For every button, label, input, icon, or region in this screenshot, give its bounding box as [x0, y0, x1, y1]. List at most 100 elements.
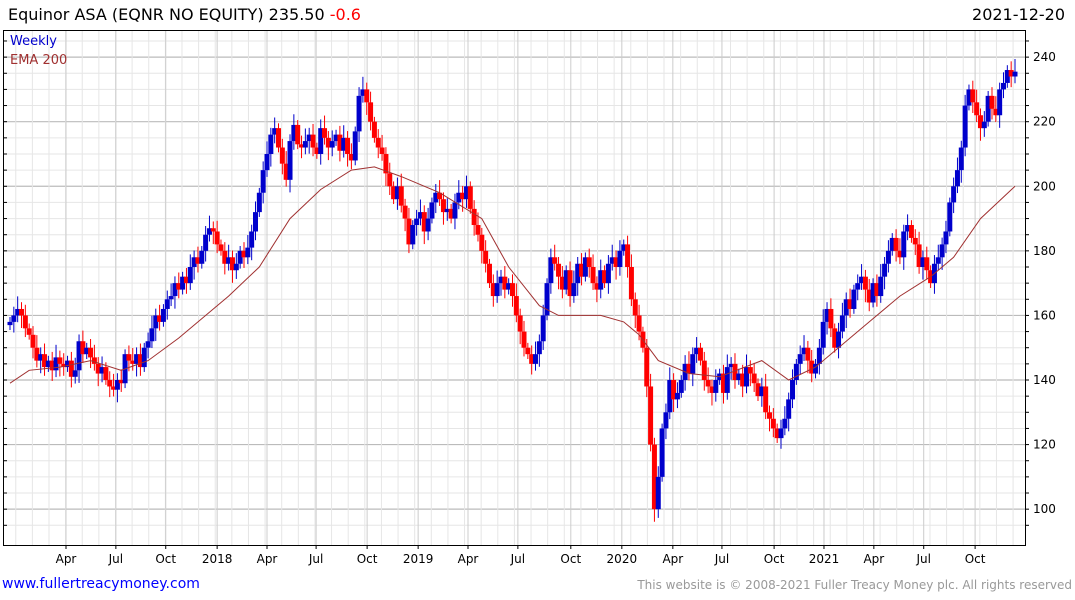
candle	[425, 207, 431, 241]
candle	[483, 240, 489, 273]
ema-200-line	[9, 166, 1016, 384]
candle-body	[636, 315, 642, 332]
candle	[820, 309, 826, 355]
candle	[839, 302, 845, 339]
candle-body	[809, 360, 815, 374]
candle	[137, 343, 143, 376]
candle-body	[651, 444, 657, 510]
candle-body	[786, 399, 792, 419]
candle-body	[901, 231, 907, 258]
y-tick-label: 120	[1033, 438, 1056, 452]
candle	[1000, 72, 1006, 99]
candle-body	[172, 283, 178, 297]
candle-body	[490, 283, 496, 297]
candle-body	[483, 250, 489, 264]
candle	[318, 119, 324, 165]
candle-body	[149, 328, 155, 342]
candle	[878, 264, 884, 303]
candle	[671, 373, 677, 412]
candle-body	[398, 186, 404, 206]
candle-body	[329, 141, 335, 148]
candle-body	[790, 380, 796, 400]
candle	[617, 240, 623, 276]
candle-body	[705, 380, 711, 387]
candle-body	[364, 89, 370, 103]
x-tick-label: Oct	[560, 552, 581, 566]
candle-body	[686, 363, 692, 374]
candle	[874, 274, 880, 307]
candle	[663, 403, 669, 440]
candle	[770, 408, 776, 438]
price-change: -0.6	[329, 5, 361, 24]
candle-body	[667, 380, 673, 413]
candle	[885, 240, 891, 273]
candle-body	[379, 147, 385, 154]
candle-body	[678, 380, 684, 393]
candle-body	[759, 386, 765, 397]
candle	[916, 231, 922, 274]
candle-body	[713, 380, 719, 393]
candle	[893, 229, 899, 262]
candle	[226, 244, 232, 271]
candle-body	[233, 263, 239, 271]
candle	[183, 267, 189, 294]
candle	[782, 406, 788, 436]
candle	[590, 254, 596, 290]
candle-body	[755, 383, 761, 397]
candle-body	[878, 276, 884, 297]
candle	[160, 304, 166, 327]
candle-body	[498, 276, 504, 284]
candle	[310, 123, 316, 157]
candle-body	[571, 283, 577, 297]
x-tick-label: 2019	[403, 552, 434, 566]
x-tick-label: Oct	[357, 552, 378, 566]
candle	[544, 278, 550, 321]
candle	[180, 271, 186, 295]
candle-body	[19, 308, 25, 316]
copyright-text: This website is © 2008-2021 Fuller Treac…	[637, 578, 1072, 592]
website-link[interactable]: www.fullertreacymoney.com	[2, 576, 200, 592]
candle-body	[521, 331, 527, 348]
candle	[45, 355, 51, 372]
candle	[563, 265, 569, 295]
candle-body	[229, 257, 235, 271]
candle	[905, 214, 911, 241]
candle-body	[433, 192, 439, 203]
candle-body	[874, 283, 880, 297]
candle	[49, 351, 55, 381]
candle	[644, 339, 650, 398]
candle-body	[295, 124, 301, 145]
candle	[444, 198, 450, 221]
candle-body	[506, 283, 512, 290]
candle-body	[763, 386, 769, 413]
candle	[107, 371, 113, 398]
candle-body	[279, 147, 285, 164]
candle	[387, 162, 393, 195]
candle-body	[387, 173, 393, 187]
candle-body	[513, 296, 519, 316]
candle	[778, 419, 784, 449]
candle	[341, 125, 347, 158]
candle	[605, 255, 611, 294]
candle	[118, 369, 124, 392]
candle	[394, 177, 400, 210]
candle	[694, 337, 700, 363]
candle	[460, 185, 466, 212]
candle-body	[199, 250, 205, 264]
candle-body	[180, 276, 186, 290]
y-tick-label: 240	[1033, 50, 1056, 64]
candle-body	[529, 354, 535, 364]
candle	[410, 220, 416, 250]
candle-body	[590, 266, 596, 284]
candle	[924, 246, 930, 279]
y-tick-label: 140	[1033, 373, 1056, 387]
candle	[582, 252, 588, 282]
candle-body	[402, 205, 408, 219]
candle	[348, 143, 354, 170]
candle	[901, 224, 907, 270]
candle-body	[582, 257, 588, 277]
candle-body	[832, 328, 838, 348]
candle-body	[91, 357, 97, 364]
candle-body	[222, 250, 228, 264]
candle-body	[586, 257, 592, 267]
